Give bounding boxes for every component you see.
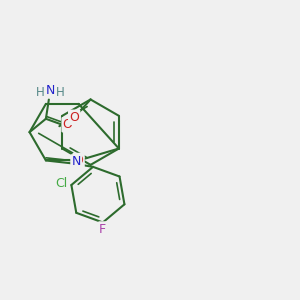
Text: N: N <box>71 155 81 169</box>
Text: Cl: Cl <box>55 177 67 190</box>
Text: H: H <box>56 86 64 99</box>
Text: N: N <box>46 84 55 97</box>
Text: O: O <box>74 154 83 167</box>
Text: O: O <box>69 111 79 124</box>
Text: O: O <box>63 118 73 131</box>
Text: F: F <box>99 223 106 236</box>
Text: H: H <box>36 86 45 99</box>
